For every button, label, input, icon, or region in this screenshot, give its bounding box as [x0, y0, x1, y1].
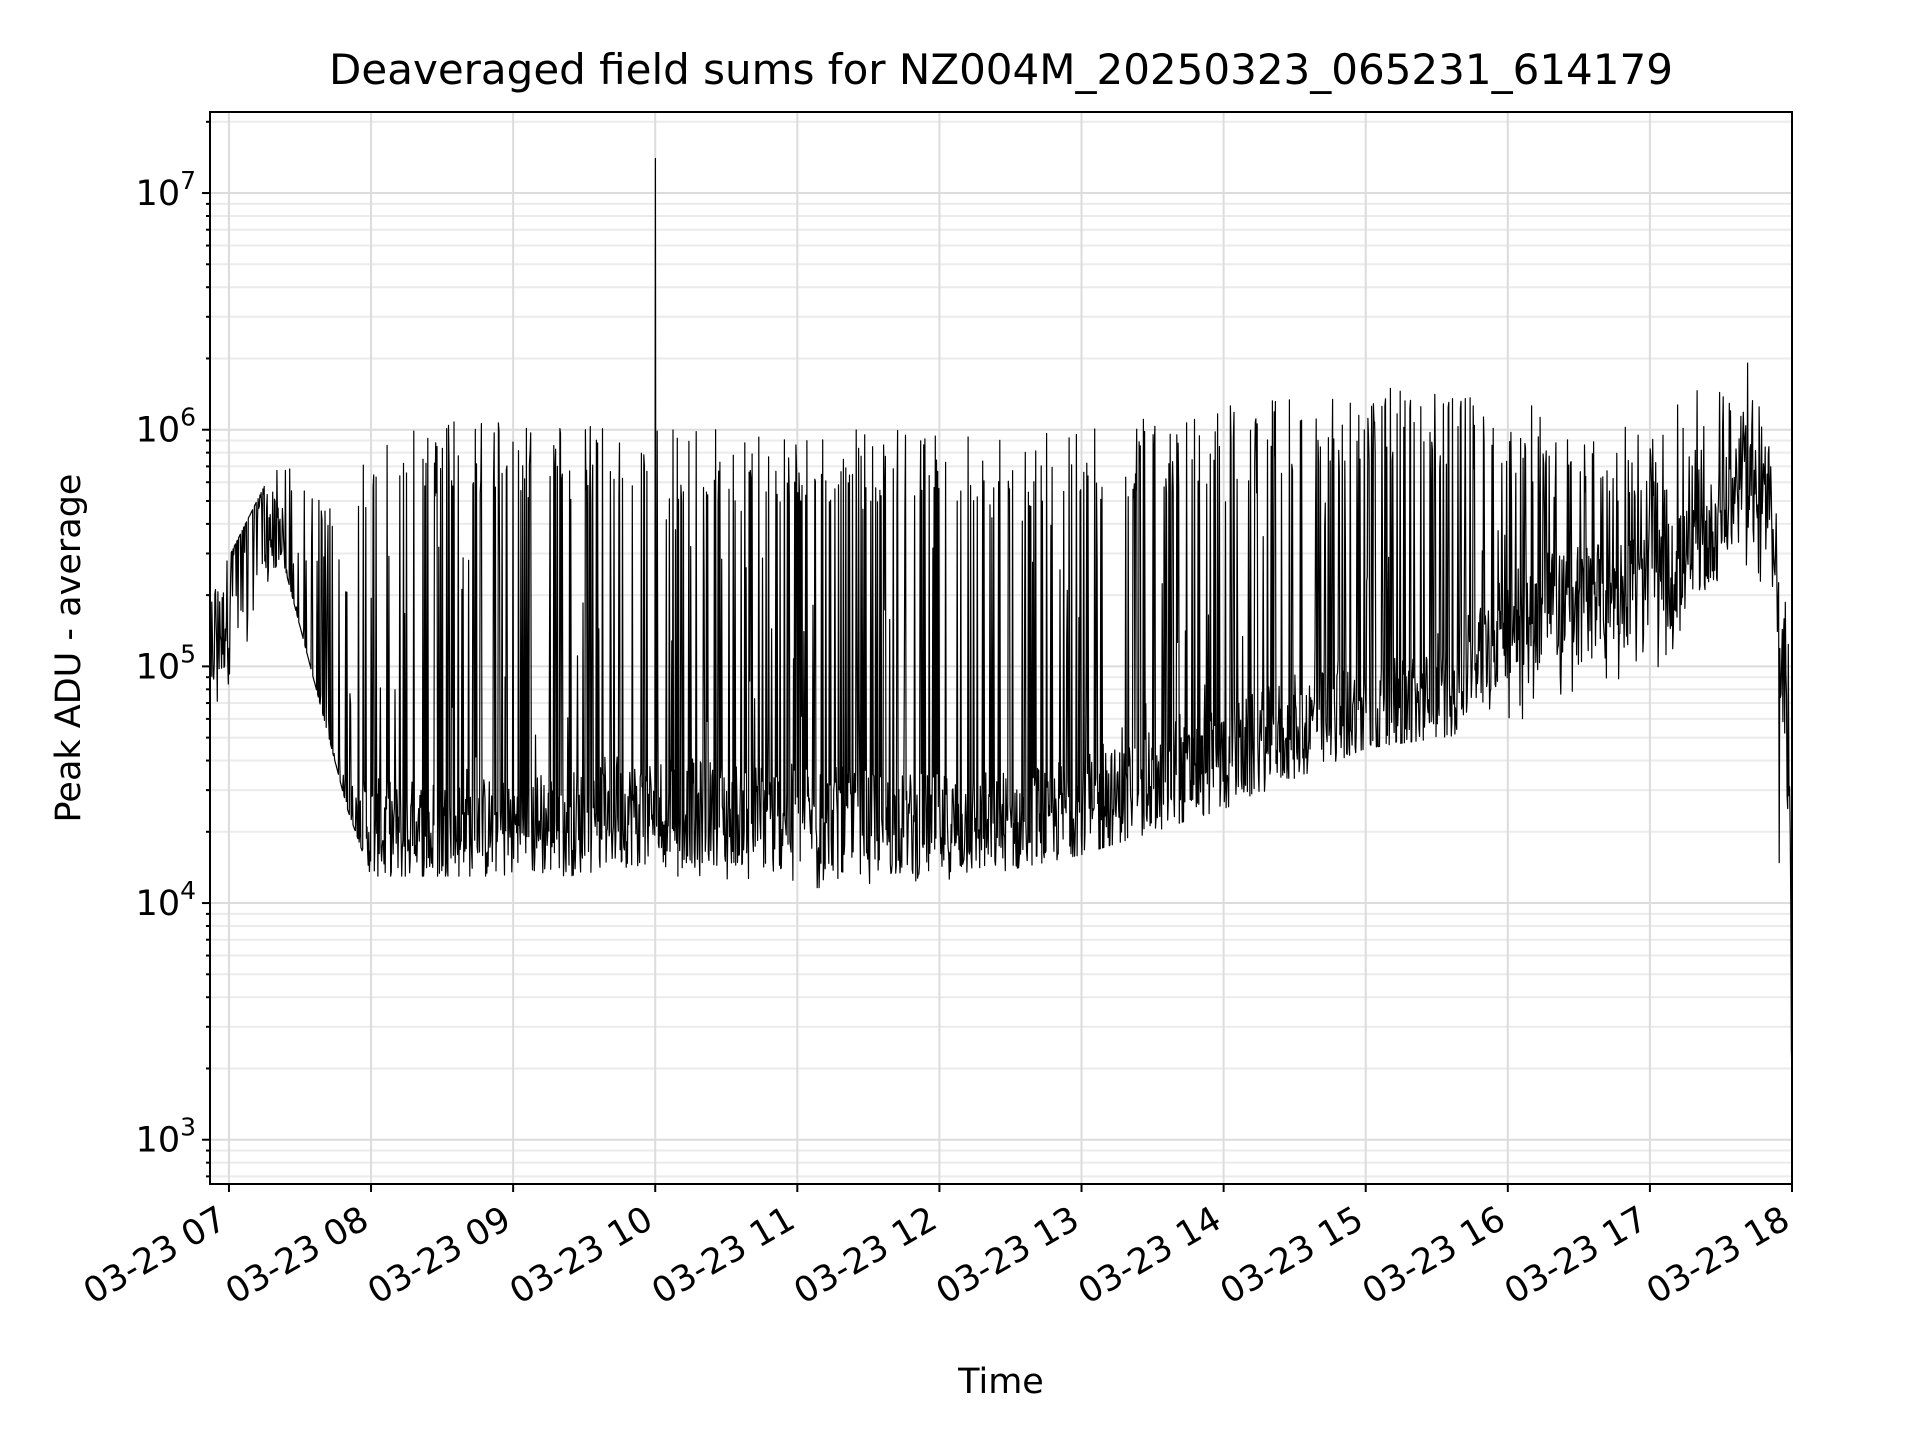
y-tick-exponent: 7: [180, 166, 196, 195]
plot-frame: [209, 111, 1793, 1185]
y-axis-label: Peak ADU - average: [49, 474, 89, 823]
grid: [210, 112, 1793, 1184]
y-tick-exponent: 5: [180, 639, 196, 668]
y-tick-exponent: 3: [180, 1113, 196, 1142]
series-group: [209, 157, 1793, 1077]
series-line: [209, 157, 1793, 1077]
y-tick-exponent: 6: [180, 403, 196, 432]
y-tick-label: 104: [136, 876, 196, 924]
y-tick-exponent: 4: [180, 876, 196, 905]
x-axis-label: Time: [957, 1362, 1044, 1402]
chart-title: Deaveraged field sums for NZ004M_2025032…: [329, 45, 1673, 94]
